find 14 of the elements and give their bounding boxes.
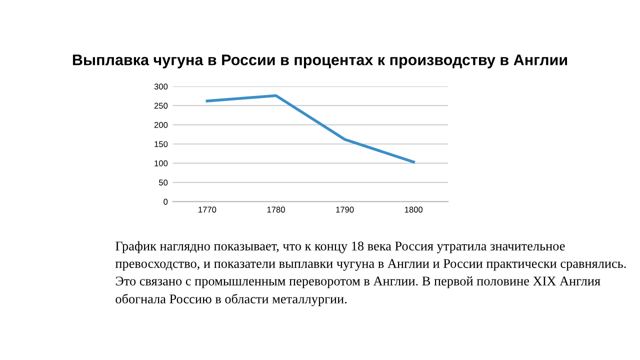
y-tick-label: 250 <box>154 102 168 109</box>
x-tick-label: 1770 <box>198 206 216 213</box>
y-tick-label: 50 <box>159 180 168 186</box>
x-tick-label: 1800 <box>404 206 423 213</box>
y-tick-label: 300 <box>154 84 168 90</box>
y-tick-label: 200 <box>154 122 168 128</box>
x-tick-label: 1780 <box>267 206 285 213</box>
x-tick-label: 1790 <box>336 206 354 213</box>
chart-title: Выплавка чугуна в России в процентах к производству в Англии <box>72 54 567 68</box>
y-tick-label: 100 <box>154 160 168 166</box>
y-tick-label: 150 <box>154 141 168 148</box>
y-tick-label: 0 <box>164 198 168 205</box>
text: График наглядно показывает, что к концу 18 века Россия утратила значительное превосходство, и показатели выплавки чугуна в Англии и России практически сравнялись. Это связано с промышленным переворотом в Англии. В первой половине XIX Англия обогнала Россию в области металлургии. <box>115 241 626 306</box>
line-series <box>206 94 415 164</box>
